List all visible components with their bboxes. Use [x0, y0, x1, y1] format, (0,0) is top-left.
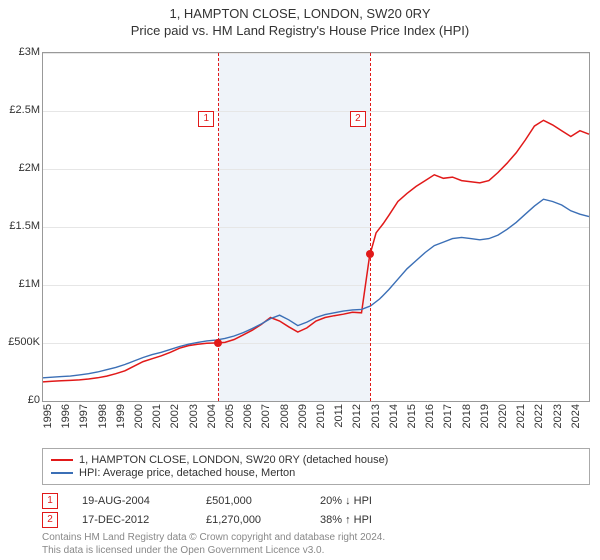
event-table: 1 19-AUG-2004 £501,000 20% ↓ HPI 2 17-DE…: [42, 490, 590, 531]
x-tick-label: 2011: [333, 404, 345, 444]
x-tick-label: 2018: [461, 404, 473, 444]
x-tick-label: 2005: [224, 404, 236, 444]
event-vline: [218, 53, 219, 401]
y-tick-label: £1M: [2, 278, 40, 290]
x-tick-label: 2007: [260, 404, 272, 444]
x-tick-label: 2004: [206, 404, 218, 444]
legend-swatch: [51, 472, 73, 474]
x-tick-label: 1999: [115, 404, 127, 444]
x-tick-label: 1998: [97, 404, 109, 444]
event-date: 17-DEC-2012: [82, 514, 182, 526]
event-vline: [370, 53, 371, 401]
event-delta: 20% ↓ HPI: [320, 495, 372, 507]
legend-label: HPI: Average price, detached house, Mert…: [79, 467, 295, 479]
footer-text: Contains HM Land Registry data © Crown c…: [42, 532, 385, 557]
event-marker: 2: [42, 512, 58, 528]
title-block: 1, HAMPTON CLOSE, LONDON, SW20 0RY Price…: [0, 0, 600, 38]
event-row: 2 17-DEC-2012 £1,270,000 38% ↑ HPI: [42, 512, 590, 528]
footer-line1: Contains HM Land Registry data © Crown c…: [42, 532, 385, 545]
event-delta: 38% ↑ HPI: [320, 514, 372, 526]
x-tick-label: 2014: [388, 404, 400, 444]
series-prop: [43, 120, 589, 382]
y-tick-label: £2.5M: [2, 104, 40, 116]
legend-item: HPI: Average price, detached house, Mert…: [51, 467, 581, 479]
x-tick-label: 2003: [188, 404, 200, 444]
x-tick-label: 2019: [479, 404, 491, 444]
y-tick-label: £0: [2, 394, 40, 406]
event-price: £1,270,000: [206, 514, 296, 526]
event-price: £501,000: [206, 495, 296, 507]
x-tick-label: 1995: [42, 404, 54, 444]
legend: 1, HAMPTON CLOSE, LONDON, SW20 0RY (deta…: [42, 448, 590, 485]
y-tick-label: £1.5M: [2, 220, 40, 232]
x-tick-label: 2023: [552, 404, 564, 444]
x-tick-label: 2000: [133, 404, 145, 444]
series-hpi: [43, 199, 589, 378]
footer-line2: This data is licensed under the Open Gov…: [42, 545, 385, 558]
x-tick-label: 2022: [533, 404, 545, 444]
x-tick-label: 2010: [315, 404, 327, 444]
title-subtitle: Price paid vs. HM Land Registry's House …: [0, 23, 600, 38]
event-marker-box: 1: [198, 111, 214, 127]
x-tick-label: 2020: [497, 404, 509, 444]
event-marker-box: 2: [350, 111, 366, 127]
x-tick-label: 2006: [242, 404, 254, 444]
y-tick-label: £2M: [2, 162, 40, 174]
x-tick-label: 2002: [169, 404, 181, 444]
x-tick-label: 2017: [442, 404, 454, 444]
x-tick-label: 2012: [351, 404, 363, 444]
x-tick-label: 1997: [78, 404, 90, 444]
chart-container: 1, HAMPTON CLOSE, LONDON, SW20 0RY Price…: [0, 0, 600, 560]
x-tick-label: 2008: [279, 404, 291, 444]
legend-label: 1, HAMPTON CLOSE, LONDON, SW20 0RY (deta…: [79, 454, 388, 466]
title-address: 1, HAMPTON CLOSE, LONDON, SW20 0RY: [0, 6, 600, 21]
y-tick-label: £3M: [2, 46, 40, 58]
x-tick-label: 2013: [370, 404, 382, 444]
x-tick-label: 2015: [406, 404, 418, 444]
event-marker: 1: [42, 493, 58, 509]
x-tick-label: 1996: [60, 404, 72, 444]
event-date: 19-AUG-2004: [82, 495, 182, 507]
line-series: [43, 53, 589, 401]
y-tick-label: £500K: [2, 336, 40, 348]
x-tick-label: 2016: [424, 404, 436, 444]
x-tick-label: 2009: [297, 404, 309, 444]
x-tick-label: 2024: [570, 404, 582, 444]
legend-swatch: [51, 459, 73, 461]
plot-area: 12: [42, 52, 590, 402]
event-dot: [214, 339, 222, 347]
legend-item: 1, HAMPTON CLOSE, LONDON, SW20 0RY (deta…: [51, 454, 581, 466]
x-tick-label: 2021: [515, 404, 527, 444]
event-dot: [366, 250, 374, 258]
event-row: 1 19-AUG-2004 £501,000 20% ↓ HPI: [42, 493, 590, 509]
x-tick-label: 2001: [151, 404, 163, 444]
